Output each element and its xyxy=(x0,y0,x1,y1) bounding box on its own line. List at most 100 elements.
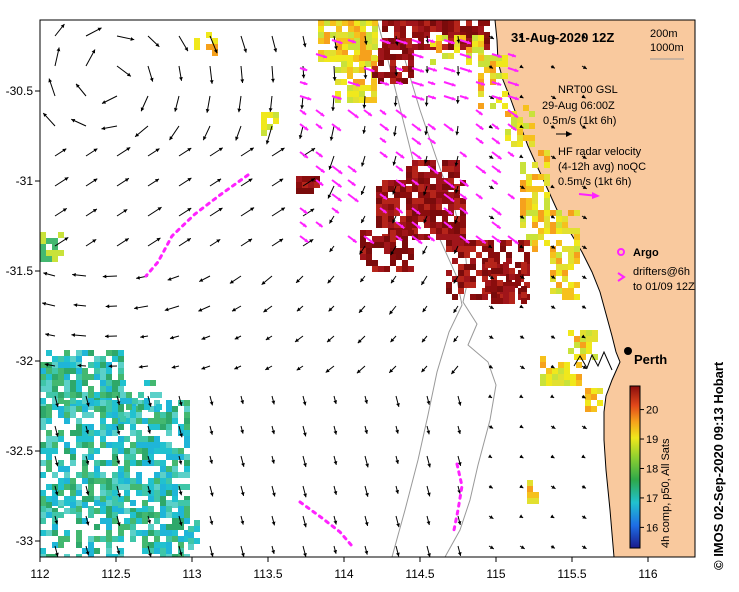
current-arrow xyxy=(42,301,56,307)
current-arrow xyxy=(581,94,586,99)
sst-patch xyxy=(485,262,527,304)
current-arrow xyxy=(392,155,397,166)
current-arrow xyxy=(550,394,555,399)
model-ref-speed: 0.5m/s (1kt 6h) xyxy=(543,115,616,127)
current-arrow xyxy=(395,395,400,407)
current-arrow xyxy=(85,425,90,434)
sst-patch xyxy=(568,330,598,360)
radar-arrow xyxy=(427,123,437,131)
current-arrow xyxy=(116,425,121,435)
current-arrow xyxy=(71,333,87,337)
current-arrow xyxy=(45,332,56,337)
radar-arrow xyxy=(411,207,421,215)
current-arrow xyxy=(302,35,307,48)
current-arrow xyxy=(209,238,221,247)
current-arrow xyxy=(519,34,524,39)
current-arrow xyxy=(457,515,462,526)
current-arrow xyxy=(519,124,524,129)
current-arrow xyxy=(85,515,90,526)
sst-patch xyxy=(296,176,320,194)
sst-patch xyxy=(585,388,603,412)
radar-arrow xyxy=(331,179,343,188)
current-arrow xyxy=(550,124,556,129)
radar-arrow xyxy=(347,193,359,203)
current-arrow xyxy=(390,245,397,256)
current-arrow xyxy=(426,545,431,557)
radar-arrow xyxy=(411,95,425,101)
current-arrow xyxy=(85,148,98,157)
current-arrow xyxy=(271,147,285,157)
radar-arrow xyxy=(443,95,456,101)
radar-arrow xyxy=(315,123,323,130)
radar-arrow xyxy=(379,193,388,201)
radar-arrow xyxy=(427,39,436,44)
current-arrow xyxy=(261,275,273,285)
current-arrow xyxy=(54,236,69,247)
current-arrow xyxy=(519,215,525,219)
current-arrow xyxy=(147,455,152,465)
radar-arrow xyxy=(475,235,487,245)
current-arrow xyxy=(488,244,493,249)
y-tick-label: -30.5 xyxy=(6,84,34,98)
radar-arrow xyxy=(491,123,500,130)
current-arrow xyxy=(104,334,118,339)
sst-patch xyxy=(194,32,218,56)
current-arrow xyxy=(331,95,336,111)
x-tick-label: 113 xyxy=(182,567,201,581)
current-arrow xyxy=(550,184,555,189)
radar-ref-speed: 0.5m/s (1kt 6h) xyxy=(558,176,631,188)
current-arrow xyxy=(421,365,428,373)
current-arrow xyxy=(147,178,160,187)
model-name: NRT00 GSL xyxy=(558,84,618,96)
radar-arrow xyxy=(475,137,484,145)
current-arrow xyxy=(54,207,68,217)
current-arrow xyxy=(209,455,214,464)
current-arrow xyxy=(581,304,587,309)
current-arrow xyxy=(333,395,338,405)
current-arrow xyxy=(209,425,214,435)
current-arrow xyxy=(488,484,494,489)
current-arrow xyxy=(265,335,273,341)
radar-arrow xyxy=(443,39,455,45)
radar-arrow xyxy=(507,193,516,200)
current-arrow xyxy=(77,363,87,368)
current-arrow xyxy=(456,35,461,44)
current-arrow xyxy=(519,514,524,519)
current-arrow xyxy=(519,545,525,550)
radar-arrow xyxy=(427,165,439,175)
radar-arrow xyxy=(443,81,456,87)
radar-arrow xyxy=(331,207,340,214)
current-arrow xyxy=(325,365,335,373)
radar-arrow xyxy=(395,67,404,72)
current-arrow xyxy=(240,147,255,157)
current-arrow xyxy=(147,485,152,495)
perth-label: Perth xyxy=(634,352,667,367)
drifters-label-1: drifters@6h xyxy=(633,266,690,278)
current-arrow xyxy=(302,208,315,217)
current-arrow xyxy=(550,95,557,100)
current-arrow xyxy=(178,455,183,465)
current-arrow xyxy=(85,27,102,37)
current-arrow xyxy=(240,395,245,405)
current-arrow xyxy=(147,237,161,247)
current-arrow xyxy=(198,305,211,312)
current-arrow xyxy=(581,125,587,129)
current-arrow xyxy=(333,515,338,525)
scale-label-1000m: 1000m xyxy=(650,42,684,54)
radar-arrow xyxy=(427,137,437,145)
radar-arrow xyxy=(347,235,358,244)
radar-arrow xyxy=(491,95,503,101)
current-arrow xyxy=(271,238,284,247)
current-arrow xyxy=(134,125,149,138)
radar-arrow xyxy=(507,81,520,87)
current-arrow xyxy=(201,365,211,370)
y-tick-label: -31 xyxy=(16,174,34,188)
x-tick-label: 115.5 xyxy=(557,567,586,581)
isobath-200m xyxy=(394,20,497,557)
current-arrow xyxy=(424,95,429,107)
y-axis: -30.5 -31 -31.5 -32 -32.5 -33 xyxy=(6,84,40,548)
colorbar-tick-label: 19 xyxy=(646,434,658,446)
radar-arrow xyxy=(299,95,312,101)
current-arrow xyxy=(116,515,121,527)
radar-title: HF radar velocity xyxy=(558,146,642,158)
